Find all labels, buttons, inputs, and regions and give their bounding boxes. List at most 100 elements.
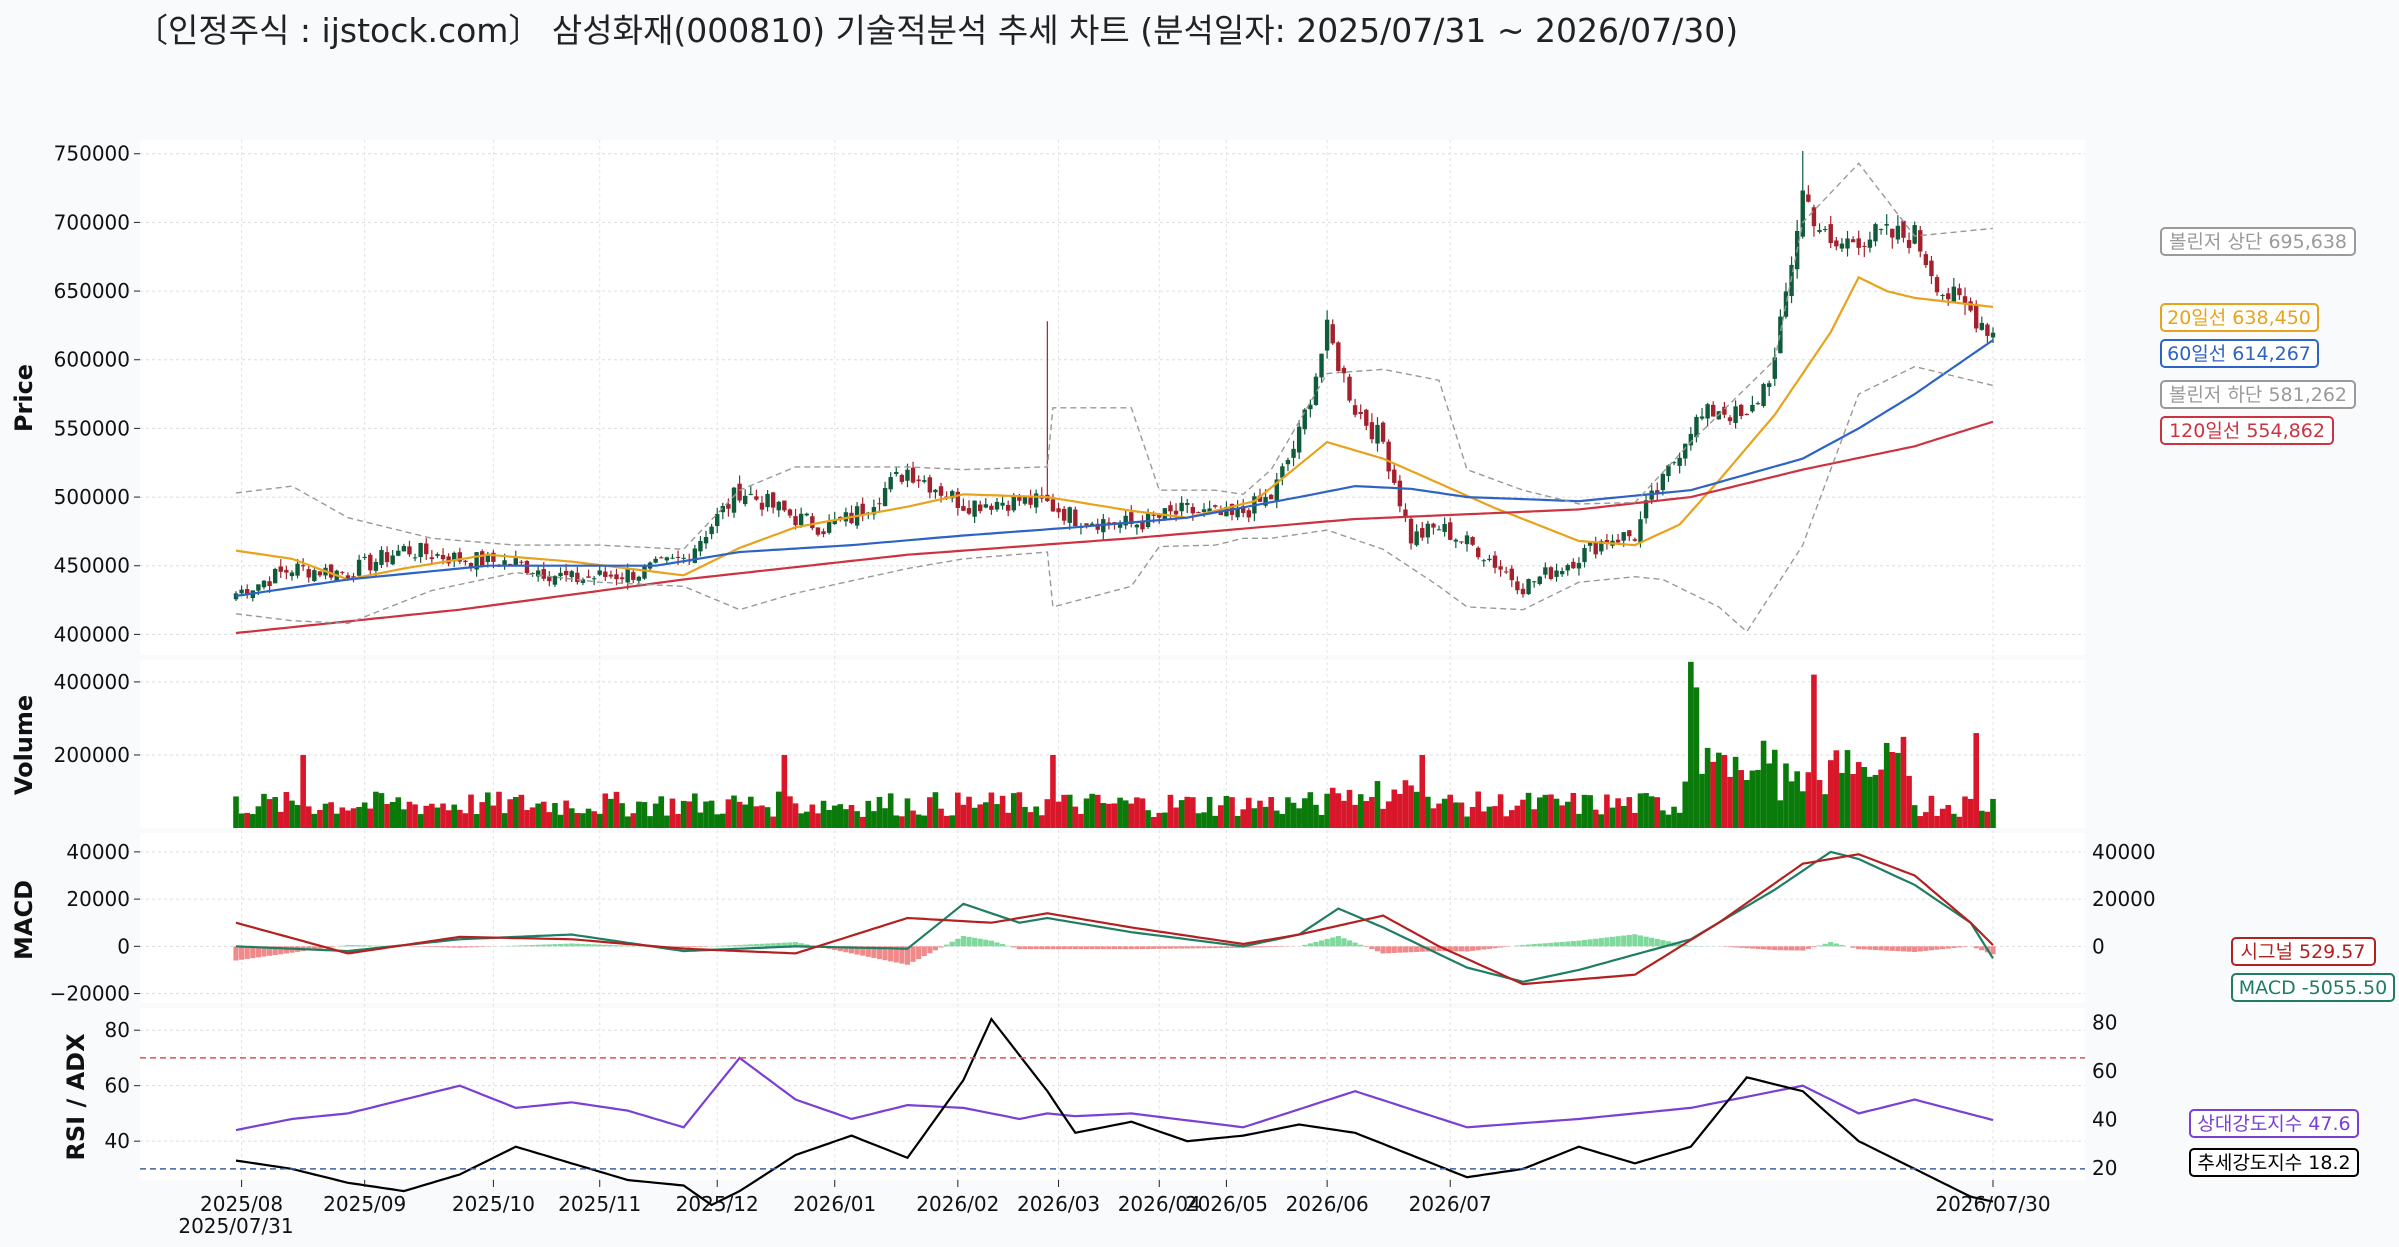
volume-bar [238, 813, 245, 828]
candle-body [1263, 496, 1268, 506]
candle-body [440, 554, 446, 560]
volume-bar [1951, 813, 1957, 828]
volume-bar [1201, 812, 1207, 828]
candle-body [810, 516, 815, 529]
x-axis-ticks: 2025/08 2025/09 2025/10 2025/11 2025/12 2026/… [200, 1180, 2051, 1216]
volume-bar [658, 796, 665, 828]
candle-body [244, 589, 250, 596]
candle-body [1839, 243, 1845, 249]
volume-bar [994, 804, 1000, 828]
volume-bar [563, 800, 569, 828]
macd-histogram-bar [1044, 946, 1050, 950]
candle-body [1084, 523, 1089, 526]
macd-histogram-bar [1251, 946, 1257, 948]
volume-bar [440, 803, 446, 828]
macd-histogram-bar [1335, 936, 1341, 947]
candle-body [1268, 494, 1274, 500]
macd-histogram-bar [311, 946, 317, 950]
candle-body [877, 503, 882, 505]
candle-body [1711, 404, 1716, 417]
candle-body [1240, 506, 1246, 513]
candle-body [642, 565, 647, 579]
x-tick-label: 2025/10 [452, 1192, 535, 1216]
volume-bar [1273, 810, 1280, 828]
candle-body [899, 474, 905, 482]
candle-body [1974, 305, 1979, 329]
volume-bar [412, 804, 418, 828]
macd-histogram-bar [759, 943, 765, 947]
candle-body [1492, 555, 1498, 568]
macd-histogram-bar [1016, 946, 1022, 950]
volume-bar [1727, 776, 1733, 828]
volume-bar [1755, 769, 1761, 828]
candle-body [1878, 228, 1884, 230]
volume-bar [1794, 771, 1800, 828]
candle-body [1515, 581, 1520, 591]
candle-body [1699, 416, 1705, 419]
macd-histogram-bar [1649, 937, 1655, 947]
volume-bar [378, 793, 385, 828]
volume-bar [1150, 817, 1157, 828]
macd-histogram-bar [272, 946, 278, 956]
candle-body [1145, 512, 1151, 528]
candle-body [1705, 404, 1710, 419]
macd-histogram-bar [1811, 946, 1817, 948]
volume-bar [1984, 811, 1991, 828]
candle-body [412, 557, 418, 559]
macd-histogram-bar [854, 946, 860, 955]
macd-histogram-bar [1358, 944, 1364, 947]
candle-body [1755, 403, 1761, 405]
candle-body [1257, 495, 1263, 502]
candle-body [1464, 535, 1470, 545]
macd-histogram-bar [373, 945, 379, 947]
candle-body [1000, 502, 1005, 506]
adx-y-right-tick-label: 40 [2092, 1107, 2117, 1131]
volume-bar [876, 796, 883, 828]
candle-body [239, 589, 244, 594]
volume-bar [1408, 785, 1414, 828]
macd-histogram-bar [681, 946, 687, 948]
candle-body [1912, 225, 1917, 244]
macd-histogram-bar [1884, 946, 1890, 951]
candle-body [916, 479, 921, 482]
volume-bar [1346, 789, 1353, 828]
volume-bar [1688, 661, 1694, 828]
macd-histogram-bar [1794, 946, 1800, 951]
candle-body [1386, 441, 1391, 472]
candle-body [362, 556, 367, 559]
macd-histogram-bar [1436, 946, 1442, 952]
macd-histogram-bar [1207, 946, 1213, 949]
macd-histogram-bar [1134, 946, 1140, 950]
candle-body [1655, 490, 1660, 495]
candle-body [1436, 529, 1442, 531]
volume-bar [1531, 809, 1537, 828]
macd-histogram-bar [1772, 946, 1778, 951]
volume-bar [1296, 808, 1302, 828]
macd-histogram-bar [1195, 946, 1202, 949]
volume-bar [1671, 806, 1677, 828]
macd-histogram-bar [585, 944, 592, 947]
candle-body [1358, 411, 1363, 415]
volume-bar [977, 804, 984, 828]
candle-body [1196, 512, 1201, 514]
macd-histogram-bar [1067, 946, 1073, 950]
x-tick-label: 2025/08 [200, 1192, 283, 1216]
volume-bar [473, 814, 480, 828]
macd-histogram-bar [625, 945, 631, 947]
macd-histogram-bar [1856, 946, 1862, 950]
candle-body [1302, 409, 1307, 430]
macd-histogram-bar [1800, 946, 1806, 951]
macd-histogram-bar [451, 946, 457, 948]
volume-bar [1262, 806, 1269, 828]
candle-body [1179, 502, 1184, 512]
volume-bar [300, 754, 306, 828]
volume-bar [1704, 747, 1711, 828]
candle-body [860, 503, 865, 515]
volume-bar [1682, 781, 1689, 828]
volume-bar [938, 808, 944, 828]
volume-bar [1223, 795, 1230, 828]
candle-body [1442, 523, 1447, 532]
candle-body [407, 546, 412, 555]
macd-histogram-bar [1369, 946, 1375, 950]
macd-histogram-bar [1341, 938, 1347, 947]
